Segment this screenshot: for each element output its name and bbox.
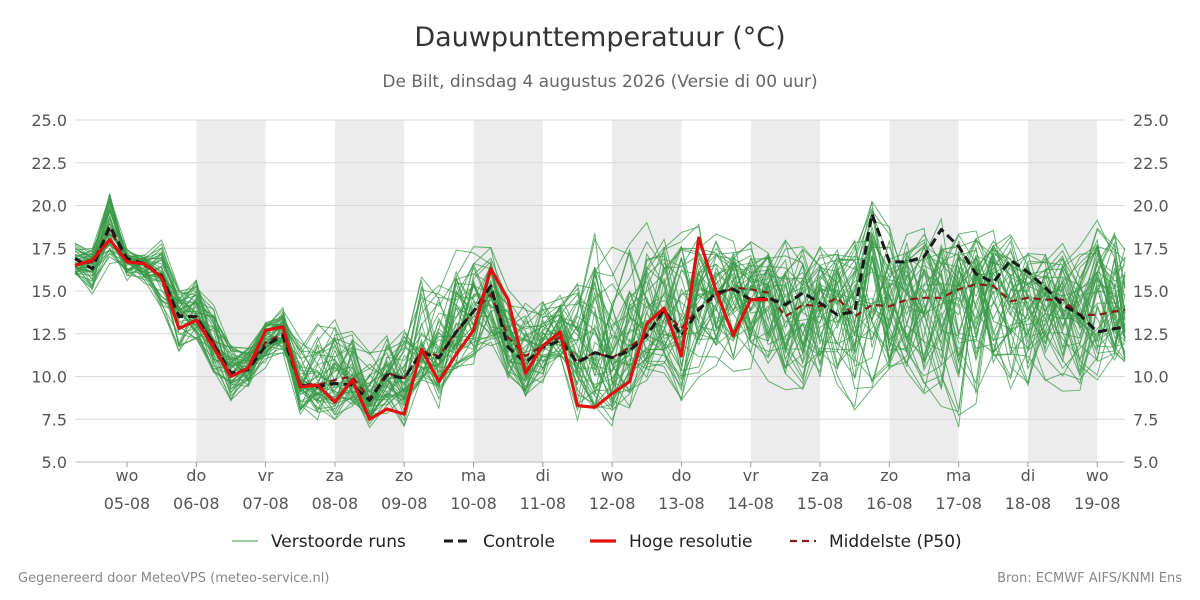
x-tick-date: 12-08 bbox=[589, 494, 636, 513]
ensemble-members bbox=[74, 192, 1126, 429]
hoge-resolutie-line bbox=[74, 236, 769, 421]
ensemble-member-line bbox=[74, 192, 1126, 421]
x-tick-day: zo bbox=[395, 466, 413, 485]
chart-title: Dauwpunttemperatuur (°C) bbox=[414, 22, 786, 53]
x-tick-date: 18-08 bbox=[1005, 494, 1052, 513]
y-tick-label-right: 10.0 bbox=[1133, 368, 1169, 387]
y-tick-label-right: 25.0 bbox=[1133, 111, 1169, 130]
x-tick-day: di bbox=[1021, 466, 1036, 485]
x-tick-day: ma bbox=[946, 466, 971, 485]
main-series bbox=[74, 212, 1126, 421]
x-tick-day: di bbox=[536, 466, 551, 485]
x-tick-date: 14-08 bbox=[727, 494, 774, 513]
y-tick-label-right: 12.5 bbox=[1133, 325, 1169, 344]
x-tick-date: 11-08 bbox=[520, 494, 567, 513]
ensemble-member-line bbox=[74, 229, 1126, 428]
x-tick-date: 19-08 bbox=[1074, 494, 1121, 513]
x-tick-day: wo bbox=[601, 466, 624, 485]
x-tick-day: do bbox=[671, 466, 691, 485]
x-tick-date: 05-08 bbox=[104, 494, 151, 513]
chart-subtitle: De Bilt, dinsdag 4 augustus 2026 (Versie… bbox=[382, 72, 818, 92]
x-tick-date: 16-08 bbox=[866, 494, 913, 513]
x-tick-date: 13-08 bbox=[658, 494, 705, 513]
ensemble-member-line bbox=[74, 203, 1126, 423]
x-tick-day: ma bbox=[461, 466, 486, 485]
ensemble-member-line bbox=[74, 233, 1126, 413]
ensemble-member-line bbox=[74, 200, 1126, 408]
ensemble-member-line bbox=[74, 227, 1126, 407]
legend-label: Middelste (P50) bbox=[829, 532, 962, 552]
ensemble-member-line bbox=[74, 219, 1126, 416]
x-tick-date: 10-08 bbox=[450, 494, 497, 513]
legend-label: Hoge resolutie bbox=[629, 532, 753, 552]
y-tick-label-right: 7.5 bbox=[1133, 410, 1158, 429]
ensemble-member-line bbox=[74, 210, 1126, 401]
legend-label: Controle bbox=[483, 532, 555, 552]
x-tick-date: 07-08 bbox=[242, 494, 289, 513]
y-tick-label-right: 5.0 bbox=[1133, 453, 1158, 472]
y-tick-label-right: 15.0 bbox=[1133, 282, 1169, 301]
x-tick-day: wo bbox=[1086, 466, 1109, 485]
y-tick-label-left: 17.5 bbox=[31, 239, 67, 258]
y-tick-label-right: 20.0 bbox=[1133, 197, 1169, 216]
x-tick-day: za bbox=[326, 466, 344, 485]
footer-source: Bron: ECMWF AIFS/KNMI Ens bbox=[997, 571, 1182, 586]
y-tick-label-left: 15.0 bbox=[31, 282, 67, 301]
x-tick-day: vr bbox=[258, 466, 274, 485]
x-tick-date: 08-08 bbox=[312, 494, 359, 513]
legend-label: Verstoorde runs bbox=[271, 532, 406, 552]
footer-credit: Gegenereerd door MeteoVPS (meteo-service… bbox=[18, 571, 330, 586]
y-tick-label-right: 22.5 bbox=[1133, 154, 1169, 173]
x-tick-date: 09-08 bbox=[381, 494, 428, 513]
x-tick-day: vr bbox=[743, 466, 759, 485]
y-tick-label-left: 10.0 bbox=[31, 368, 67, 387]
axes: 5.0 5.0 7.5 7.5 10.0 10.0 12.5 12.5 15.0 15.0 17.5… bbox=[31, 111, 1168, 513]
y-tick-label-left: 20.0 bbox=[31, 197, 67, 216]
x-tick-date: 17-08 bbox=[935, 494, 982, 513]
y-tick-label-left: 22.5 bbox=[31, 154, 67, 173]
x-tick-day: do bbox=[186, 466, 206, 485]
y-tick-label-left: 12.5 bbox=[31, 325, 67, 344]
x-tick-day: za bbox=[811, 466, 829, 485]
y-tick-label-left: 25.0 bbox=[31, 111, 67, 130]
x-tick-date: 06-08 bbox=[173, 494, 220, 513]
x-tick-day: zo bbox=[880, 466, 898, 485]
legend: Verstoorde runs Controle Hoge resolutie Mid… bbox=[232, 532, 962, 552]
x-tick-date: 15-08 bbox=[797, 494, 844, 513]
x-tick-day: wo bbox=[116, 466, 139, 485]
ensemble-member-line bbox=[74, 199, 1126, 404]
y-tick-label-left: 5.0 bbox=[42, 453, 67, 472]
ensemble-member-line bbox=[74, 197, 1126, 417]
y-tick-label-left: 7.5 bbox=[42, 410, 67, 429]
y-tick-label-right: 17.5 bbox=[1133, 239, 1169, 258]
